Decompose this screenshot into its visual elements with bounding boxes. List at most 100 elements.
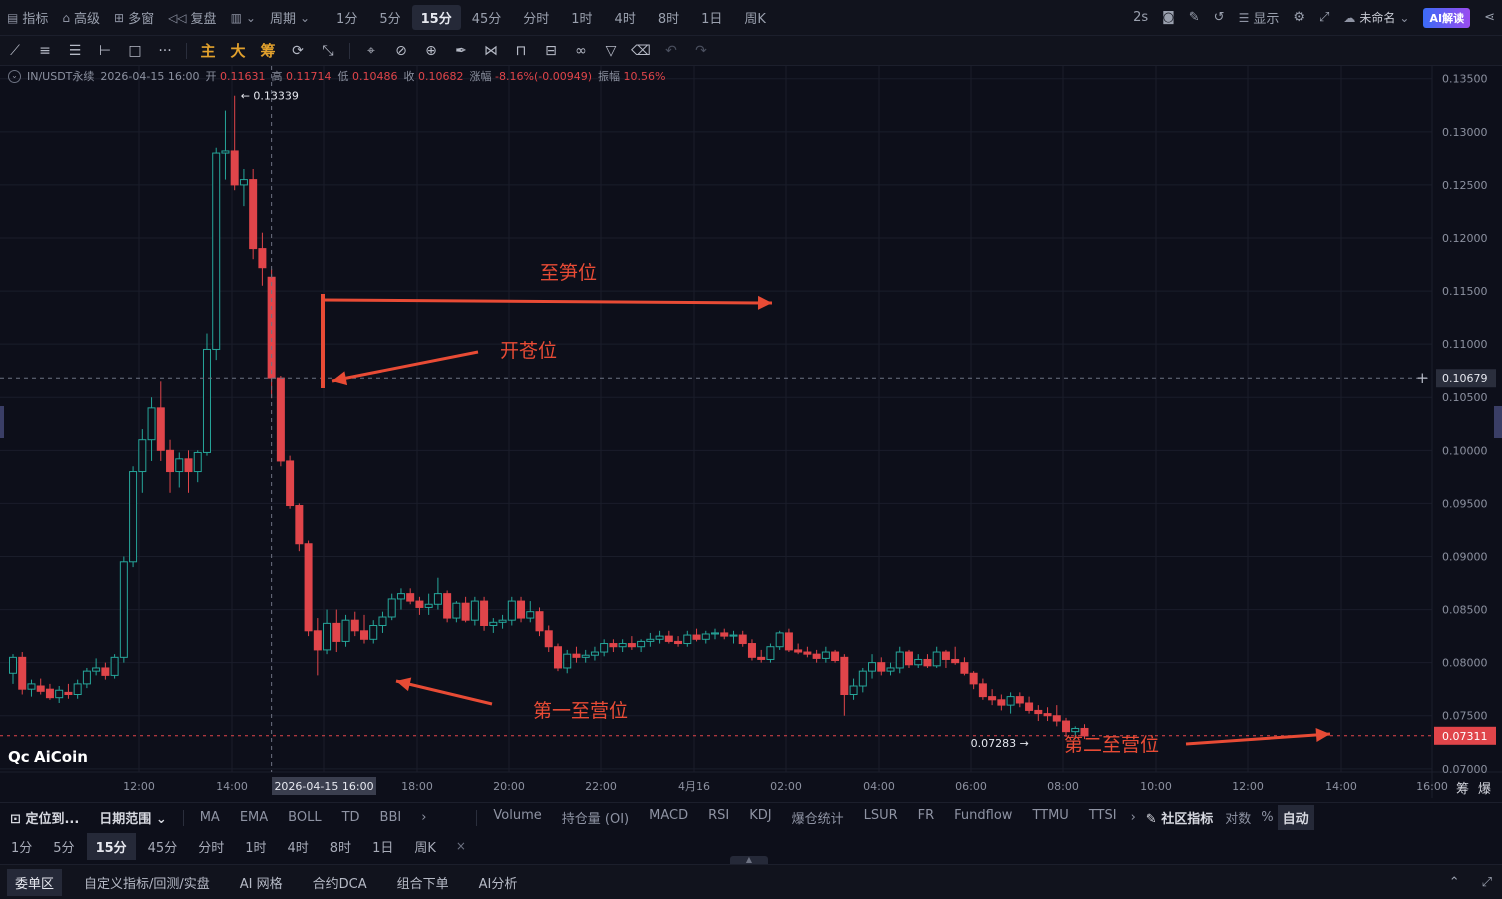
collapse-icon[interactable]: ⌄ [8, 69, 21, 83]
bottom-timeframe-3[interactable]: 45分 [147, 840, 178, 856]
sub-indicator-4[interactable]: KDJ [749, 808, 772, 823]
pen-icon[interactable]: ✒ [455, 42, 467, 59]
big-order-toggle[interactable]: 大 [230, 42, 246, 60]
line-tool-icon[interactable]: ⟋ [10, 42, 20, 59]
rectangle-icon[interactable]: □ [128, 42, 142, 59]
edit-icon[interactable]: ✎ [1188, 10, 1200, 25]
filter-icon[interactable]: ▽ [605, 42, 617, 59]
chip-toggle[interactable]: 筹 [260, 42, 276, 60]
indicator-button[interactable]: ▤ 指标 [7, 10, 49, 28]
share-icon[interactable]: ⋖ [1484, 10, 1495, 25]
percent-toggle[interactable]: % [1261, 810, 1274, 825]
chip-small-toggle[interactable]: 筹 [1456, 781, 1469, 797]
timeframe-2[interactable]: 15分 [411, 5, 461, 30]
chevron-right-icon[interactable]: › [1130, 810, 1136, 825]
bottom-tab-2[interactable]: AI 网格 [239, 876, 283, 892]
bottom-timeframe-7[interactable]: 8时 [329, 840, 352, 856]
multiwindow-button[interactable]: ⊞ 多窗 [114, 10, 155, 28]
bottom-tab-4[interactable]: 组合下单 [396, 876, 449, 892]
bottom-timeframe-4[interactable]: 分时 [198, 840, 225, 856]
bottom-timeframe-8[interactable]: 1日 [372, 840, 394, 856]
bottom-tab-0[interactable]: 委单区 [7, 868, 63, 896]
timeframe-7[interactable]: 8时 [657, 12, 680, 27]
sub-indicator-3[interactable]: RSI [708, 808, 730, 823]
timeframe-9[interactable]: 周K [744, 12, 766, 27]
sub-indicator-6[interactable]: LSUR [863, 808, 898, 823]
close-icon[interactable]: × [455, 839, 466, 853]
sub-indicator-5[interactable]: 爆仓统计 [791, 812, 844, 827]
horizontal-lines-icon[interactable]: ☰ [68, 42, 82, 59]
main-indicator-0[interactable]: MA [199, 810, 220, 825]
timeframe-1[interactable]: 5分 [379, 12, 401, 27]
undo-icon[interactable]: ↶ [665, 42, 677, 59]
bottom-tab-3[interactable]: 合约DCA [312, 876, 367, 892]
bottom-timeframe-5[interactable]: 1时 [245, 840, 267, 856]
main-indicator-1[interactable]: EMA [239, 810, 269, 825]
lock-icon[interactable]: ⊓ [515, 42, 527, 59]
timeframe-4[interactable]: 分时 [523, 12, 550, 27]
replay-button[interactable]: ◁◁ 复盘 [168, 10, 217, 28]
burst-small-toggle[interactable]: 爆 [1478, 782, 1491, 797]
timeframe-0[interactable]: 1分 [336, 12, 358, 27]
timeframe-8[interactable]: 1日 [701, 12, 723, 27]
sub-indicator-1[interactable]: 持仓量 (OI) [561, 812, 630, 827]
bottom-tab-5[interactable]: AI分析 [478, 876, 518, 892]
timeframe-3[interactable]: 45分 [471, 12, 502, 27]
left-panel-handle[interactable] [0, 406, 4, 438]
pattern-icon[interactable]: ⋈ [484, 42, 498, 59]
magnet-icon[interactable]: ⟳ [292, 42, 304, 59]
advanced-button[interactable]: ⌂ 高级 [62, 10, 100, 28]
right-panel-handle[interactable] [1494, 406, 1502, 438]
settings-icon[interactable]: ⚙ [1293, 10, 1305, 25]
sub-indicator-2[interactable]: MACD [649, 808, 689, 823]
display-button[interactable]: ☰ 显示 [1238, 10, 1280, 28]
crosshair-plus-icon[interactable]: + [1416, 369, 1429, 387]
cursor-icon[interactable]: ⌖ [367, 42, 375, 59]
chevron-right-icon[interactable]: › [421, 810, 427, 825]
redo-icon[interactable]: ↷ [695, 42, 707, 59]
bottom-tab-1[interactable]: 自定义指标/回测/实盘 [84, 876, 210, 892]
bottom-timeframe-6[interactable]: 4时 [287, 840, 309, 856]
sub-indicator-8[interactable]: Fundflow [954, 808, 1013, 823]
trash-icon[interactable]: ⌫ [631, 42, 651, 59]
date-range-dropdown[interactable]: 日期范围 ⌄ [99, 812, 167, 827]
link-icon[interactable]: ∞ [575, 42, 587, 59]
timeframe-5[interactable]: 1时 [571, 12, 593, 27]
chevron-up-icon[interactable]: ⌃ [1448, 874, 1460, 890]
layout-dropdown[interactable]: ☁ 未命名 ⌄ [1343, 10, 1410, 26]
main-indicator-4[interactable]: BBI [379, 810, 402, 825]
ai-read-button[interactable]: AI解读 [1423, 7, 1471, 28]
period-dropdown[interactable]: 周期 ⌄ [269, 10, 311, 28]
panel-toggle-handle[interactable]: ▲ [730, 856, 768, 864]
chart-type-button[interactable]: ▥ ⌄ [224, 11, 263, 25]
template-icon[interactable]: ⊟ [545, 42, 557, 59]
main-chart-toggle[interactable]: 主 [200, 42, 216, 60]
sub-indicator-7[interactable]: FR [917, 808, 935, 823]
zoom-icon[interactable]: ⊕ [425, 42, 437, 59]
camera-icon[interactable]: ◙ [1162, 10, 1175, 25]
refresh-interval[interactable]: 2s [1133, 10, 1149, 25]
parallel-lines-icon[interactable]: ≡ [39, 42, 51, 59]
bottom-timeframe-1[interactable]: 5分 [53, 840, 75, 856]
measure-icon[interactable]: ⤡ [322, 42, 334, 59]
bottom-timeframe-0[interactable]: 1分 [11, 840, 33, 856]
bottom-timeframe-9[interactable]: 周K [414, 840, 436, 856]
log-scale-toggle[interactable]: 对数 [1225, 812, 1252, 827]
fullscreen-icon[interactable]: ⤢ [1319, 10, 1330, 25]
undo-icon[interactable]: ↺ [1213, 10, 1225, 25]
sub-indicator-9[interactable]: TTMU [1032, 808, 1069, 823]
main-indicator-2[interactable]: BOLL [288, 810, 322, 825]
auto-scale-toggle[interactable]: 自动 [1277, 805, 1314, 830]
sub-indicator-10[interactable]: TTSI [1088, 808, 1117, 823]
bottom-timeframe-2[interactable]: 15分 [86, 832, 136, 860]
horizontal-ray-icon[interactable]: ⊢ [98, 42, 112, 59]
sub-indicator-0[interactable]: Volume [493, 808, 542, 823]
timeframe-6[interactable]: 4时 [614, 12, 636, 27]
main-indicator-3[interactable]: TD [341, 810, 360, 825]
more-tools-icon[interactable]: ··· [158, 42, 172, 59]
community-indicators-button[interactable]: ✎ 社区指标 [1145, 812, 1214, 827]
ruler-icon[interactable]: ⊘ [395, 42, 407, 59]
expand-icon[interactable]: ⤢ [1481, 874, 1492, 890]
locate-button[interactable]: ⊡ 定位到... [10, 812, 80, 827]
